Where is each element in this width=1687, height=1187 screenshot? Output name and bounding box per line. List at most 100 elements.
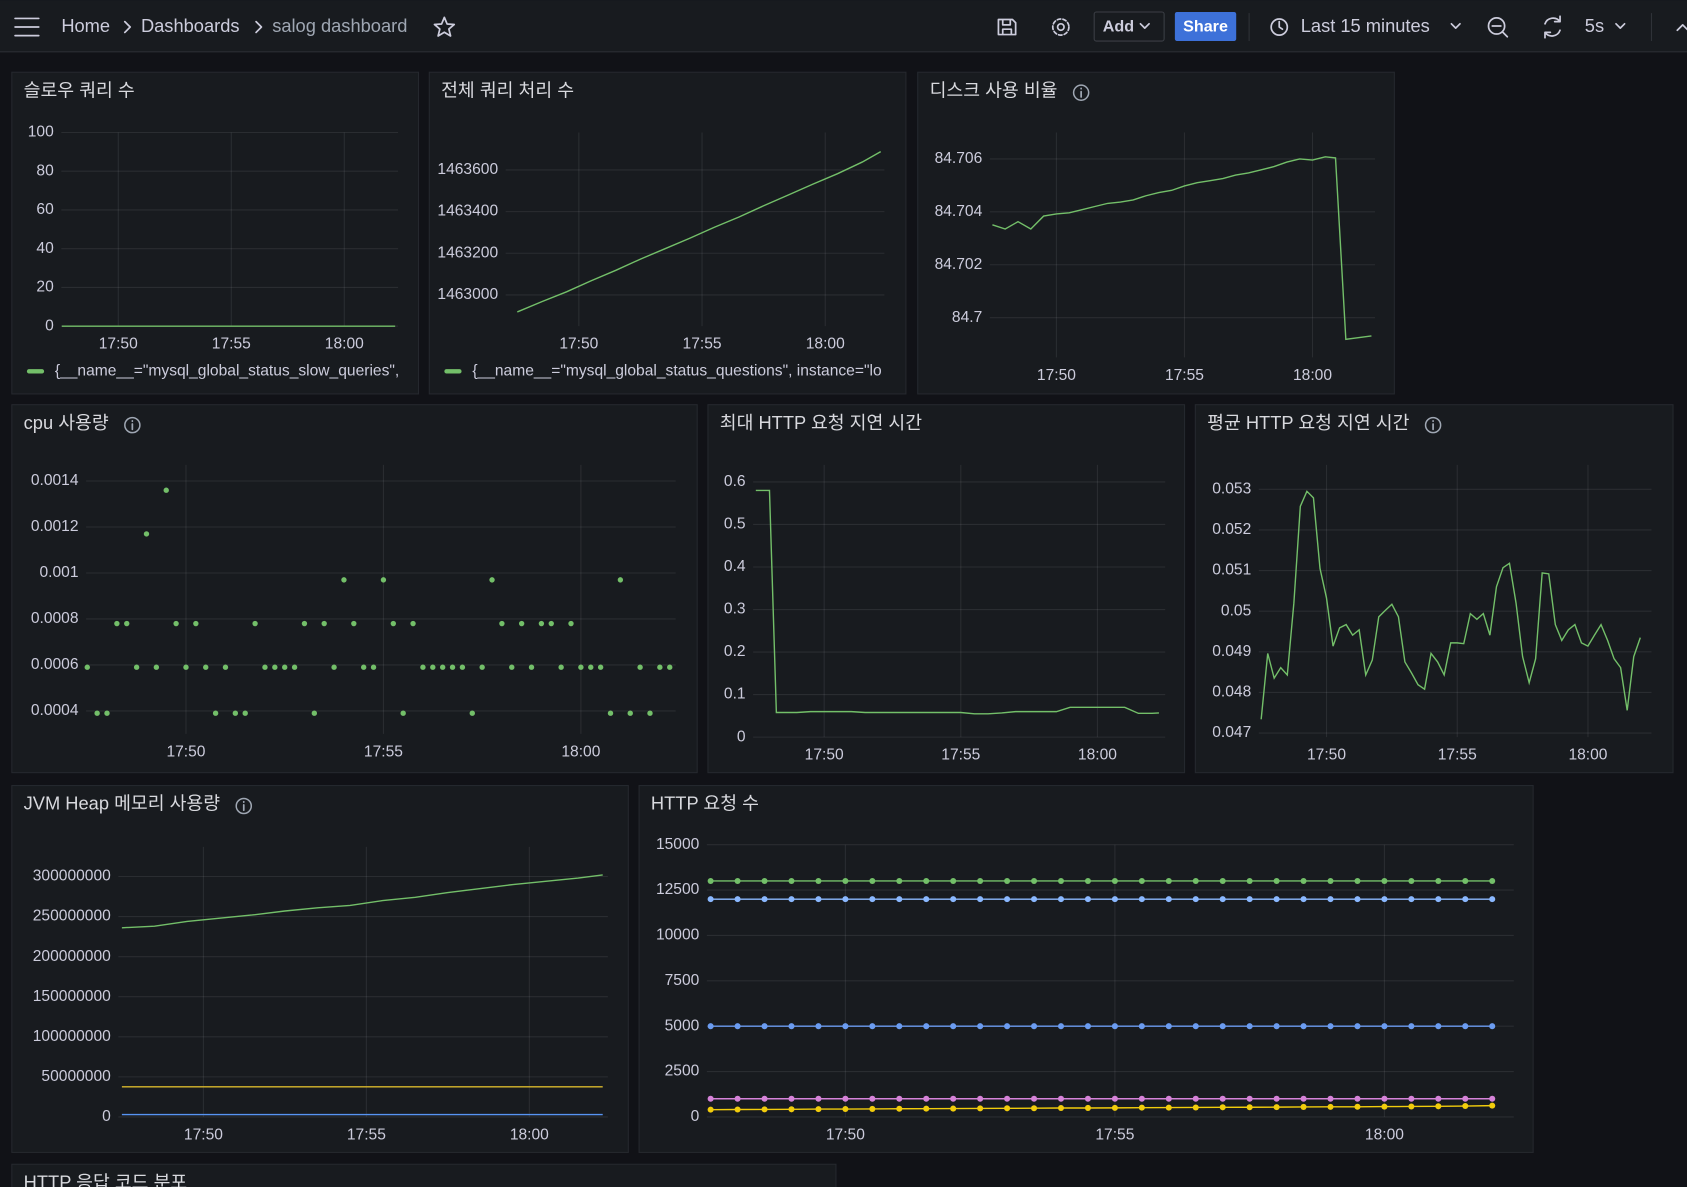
time-range-label[interactable]: Last 15 minutes — [1301, 15, 1430, 36]
data-point — [1408, 878, 1415, 885]
data-point — [509, 664, 515, 670]
data-point — [667, 664, 673, 670]
share-label[interactable]: Share — [1183, 17, 1228, 35]
y-tick-label: 2500 — [665, 1063, 700, 1080]
data-point — [1219, 1095, 1226, 1102]
data-point — [896, 878, 903, 885]
add-label[interactable]: Add — [1103, 17, 1134, 35]
data-point — [1300, 1103, 1307, 1110]
data-point — [1381, 896, 1388, 903]
data-point — [1462, 1095, 1469, 1102]
data-point — [1084, 1095, 1091, 1102]
data-point — [301, 620, 308, 627]
y-tick-label: 1463600 — [437, 161, 498, 178]
data-point — [1084, 896, 1091, 903]
data-point — [1219, 1104, 1226, 1111]
y-tick-label: 1463000 — [437, 286, 498, 303]
y-tick-label: 0.05 — [1221, 602, 1252, 619]
data-point — [449, 664, 456, 670]
data-point — [272, 664, 278, 670]
y-tick-label: 100000000 — [33, 1028, 111, 1045]
zoom-out-button[interactable] — [1487, 17, 1509, 38]
data-point — [1031, 878, 1038, 885]
x-tick-label: 18:00 — [806, 336, 845, 353]
data-point — [1004, 1023, 1011, 1030]
legend-swatch — [444, 369, 462, 374]
add-button[interactable]: Add — [1093, 11, 1165, 42]
data-point — [430, 664, 436, 670]
data-point — [1192, 1095, 1199, 1102]
data-point — [222, 664, 229, 670]
data-point — [734, 896, 741, 903]
y-tick-label: 0.052 — [1212, 521, 1251, 538]
data-point — [788, 896, 795, 903]
series-line — [1260, 490, 1641, 720]
data-point — [977, 1105, 984, 1112]
panel — [11, 1163, 837, 1187]
data-point — [311, 710, 318, 716]
data-point — [232, 710, 239, 716]
data-point — [977, 878, 984, 885]
time-picker[interactable]: Last 15 minutes — [1270, 15, 1461, 36]
data-point — [1327, 1103, 1334, 1110]
settings-button[interactable] — [1051, 18, 1070, 36]
data-point — [558, 664, 564, 670]
data-point — [1489, 896, 1496, 903]
star-button[interactable] — [433, 16, 456, 37]
panel-title: 평균 HTTP 요청 지연 시간 — [1207, 412, 1409, 433]
collapse-button[interactable] — [1676, 24, 1687, 32]
data-point — [950, 1105, 957, 1112]
x-tick-label: 17:55 — [1438, 747, 1477, 764]
y-tick-label: 0.0004 — [31, 702, 79, 719]
data-point — [1408, 1023, 1415, 1030]
data-point — [761, 1023, 768, 1030]
data-point — [1219, 896, 1226, 903]
data-point — [203, 664, 209, 670]
data-point — [657, 664, 663, 670]
y-tick-label: 0.049 — [1212, 643, 1251, 660]
data-point — [1138, 1095, 1145, 1102]
panel-title: 슬로우 쿼리 수 — [24, 79, 135, 100]
data-point — [1057, 1105, 1065, 1112]
data-point — [597, 664, 604, 670]
x-tick-label: 17:50 — [1307, 747, 1346, 764]
y-tick-label: 300000000 — [33, 868, 111, 885]
data-point — [1219, 1023, 1226, 1030]
data-point — [1435, 1103, 1442, 1110]
y-tick-label: 84.7 — [952, 309, 982, 326]
data-point — [1031, 1105, 1038, 1112]
data-point — [578, 664, 584, 670]
breadcrumb-home[interactable]: Home — [61, 15, 110, 36]
x-tick-label: 18:00 — [1365, 1126, 1404, 1143]
y-tick-label: 0 — [691, 1108, 700, 1125]
share-button[interactable]: Share — [1174, 11, 1237, 42]
data-point — [1165, 1104, 1172, 1111]
data-point — [1489, 1102, 1496, 1109]
save-button[interactable] — [997, 18, 1017, 36]
data-point — [707, 1023, 714, 1030]
data-point — [896, 1095, 903, 1102]
panel-title: HTTP 요청 수 — [651, 793, 759, 814]
top-bar — [0, 0, 1687, 52]
refresh-button[interactable]: 5s — [1544, 15, 1626, 39]
panel-title: JVM Heap 메모리 사용량 — [24, 793, 221, 814]
breadcrumb-separator — [123, 20, 132, 34]
y-tick-label: 0.047 — [1212, 724, 1251, 741]
x-tick-label: 17:55 — [364, 743, 403, 760]
panel — [11, 404, 698, 774]
data-point — [1273, 896, 1280, 903]
menu-button[interactable] — [14, 17, 40, 37]
refresh-interval-label[interactable]: 5s — [1585, 15, 1604, 36]
data-point — [291, 664, 298, 670]
data-point — [977, 1095, 984, 1102]
breadcrumb-dashboards[interactable]: Dashboards — [141, 15, 240, 36]
data-point — [761, 1095, 768, 1102]
y-tick-label: 7500 — [665, 972, 700, 989]
x-tick-label: 18:00 — [510, 1126, 549, 1143]
data-point — [627, 710, 633, 716]
data-point — [761, 878, 768, 885]
panel — [707, 404, 1186, 774]
data-point — [153, 664, 160, 670]
panel-title: HTTP 응답 코드 분포 — [24, 1171, 188, 1187]
series-line — [710, 1104, 1493, 1111]
